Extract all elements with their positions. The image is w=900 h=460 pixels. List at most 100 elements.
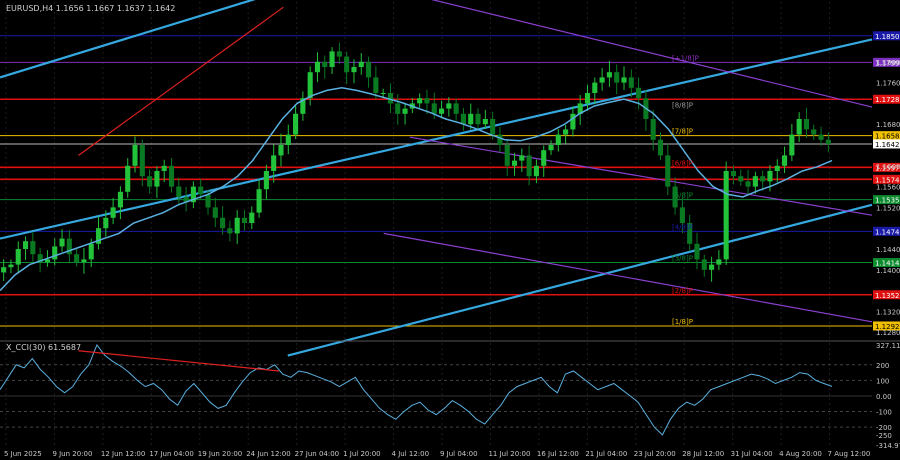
candle-body <box>176 186 182 197</box>
candle-body <box>665 155 671 187</box>
candle-body <box>548 145 554 151</box>
price-badge <box>873 94 900 104</box>
cci-tick-label: 327.116 <box>876 342 900 350</box>
candle-body <box>730 171 737 177</box>
murray-label: [5/8]P <box>672 192 693 200</box>
price-badge-label: 1.1799 <box>875 59 900 67</box>
cci-tick-label: 200 <box>876 362 889 370</box>
price-badge <box>873 162 900 172</box>
candle-body <box>533 165 539 177</box>
channel-line-blue-lower <box>287 203 873 357</box>
candle-body <box>183 197 189 203</box>
murray-labels: [+1/8]P [8/8]P [7/8]P [6/8]P [5/8]P [4/8]P [3/… <box>672 54 699 326</box>
candle-body <box>628 77 634 88</box>
candle-body <box>424 98 430 104</box>
time-tick-label: 9 Jun 20:00 <box>52 450 92 458</box>
price-tick-label: 1.1320 <box>876 308 900 316</box>
candle-body <box>438 108 445 114</box>
cci-tick-label: 100 <box>876 377 889 385</box>
price-tick-label: 1.1280 <box>876 329 900 337</box>
candle-body <box>336 51 342 57</box>
candle-body <box>446 103 452 109</box>
time-tick-label: 28 Jul 12:00 <box>682 450 724 458</box>
candle-body <box>125 165 131 192</box>
channel-line-red-trend <box>78 6 284 156</box>
candle-body <box>212 207 218 218</box>
candle-body <box>825 139 831 144</box>
channel-line-violet-middle <box>409 136 873 216</box>
candle-body <box>103 217 109 229</box>
price-badge <box>873 321 900 331</box>
candle-body <box>709 264 715 270</box>
murray-label: [8/8]P <box>672 102 693 110</box>
price-badge-label: 1.1535 <box>875 197 900 205</box>
candle-body <box>59 238 65 247</box>
candle-body <box>205 194 211 208</box>
candle-body <box>256 189 262 213</box>
candle-body <box>395 103 401 114</box>
price-badge-label: 1.1658 <box>875 133 900 141</box>
candle-body <box>679 207 685 223</box>
candle-body <box>161 165 167 171</box>
time-tick-label: 17 Jun 04:00 <box>149 450 193 458</box>
candle-body <box>650 119 656 140</box>
candle-body <box>745 181 751 187</box>
time-tick-label: 11 Jul 20:00 <box>488 450 530 458</box>
time-tick-label: 12 Jun 12:00 <box>101 450 145 458</box>
time-tick-label: 1 Jul 20:00 <box>343 450 381 458</box>
candle-body <box>497 134 503 145</box>
candle-body <box>366 61 372 78</box>
murray-label: [7/8]P <box>672 128 693 136</box>
cci-line <box>0 344 833 436</box>
price-badge <box>873 195 900 205</box>
cci-tick-label: -250 <box>876 432 892 440</box>
candle-body <box>8 264 14 268</box>
price-tick-label: 1.1600 <box>876 163 900 171</box>
murray-label: [4/8]P <box>672 223 693 231</box>
candle-body <box>716 259 722 265</box>
candle-body <box>519 155 525 161</box>
candle-body <box>52 246 58 260</box>
candle-body <box>782 155 788 166</box>
candle-body <box>614 72 620 83</box>
time-axis: 5 Jun 2025 9 Jun 20:00 12 Jun 12:00 17 Jun … <box>4 450 870 458</box>
candle-body <box>387 93 394 104</box>
moving-average-line <box>0 87 833 292</box>
candle-body <box>22 241 29 249</box>
current-price-badge <box>873 139 900 149</box>
time-tick-label: 21 Jul 04:00 <box>585 450 627 458</box>
current-price-label: 1.1642 <box>875 141 900 149</box>
price-tick-label: 1.1680 <box>876 121 900 129</box>
cci-trend-line <box>78 350 280 372</box>
chart-header: EURUSD,H4 1.1656 1.1667 1.1637 1.1642 <box>6 4 175 13</box>
murray-label: [1/8]P <box>672 318 693 326</box>
candle-body <box>694 243 700 260</box>
candle-body <box>227 228 233 234</box>
price-badge <box>873 174 900 184</box>
candle-body <box>774 165 780 171</box>
candle-body <box>168 165 175 187</box>
candle-body <box>526 155 532 177</box>
candle-body <box>818 134 824 140</box>
time-tick-label: 27 Jun 04:00 <box>295 450 339 458</box>
candle-body <box>431 103 437 114</box>
candle-body <box>796 119 802 135</box>
price-tick-label: 1.1520 <box>876 204 900 212</box>
price-badge-label: 1.1728 <box>875 96 900 104</box>
price-axis: 1.1800 1.1760 1.1680 1.1600 1.1560 1.1520 1.14… <box>876 59 900 337</box>
candle-body <box>278 145 284 156</box>
candle-body <box>285 134 291 145</box>
candle-body <box>358 61 364 67</box>
channel-line-blue-upper <box>0 0 256 79</box>
candle-body <box>490 119 496 135</box>
candle-body <box>198 186 204 195</box>
murray-label: [6/8]P <box>672 159 693 167</box>
candle-body <box>154 171 160 187</box>
time-tick-label: 4 Jul 12:00 <box>392 450 430 458</box>
price-badges: 1.18501.17991.17281.16581.15971.15741.15… <box>873 31 900 331</box>
price-tick-label: 1.1800 <box>876 59 900 67</box>
candle-body <box>606 72 612 78</box>
channel-line-blue-middle <box>0 38 873 240</box>
candle-body <box>701 259 707 270</box>
